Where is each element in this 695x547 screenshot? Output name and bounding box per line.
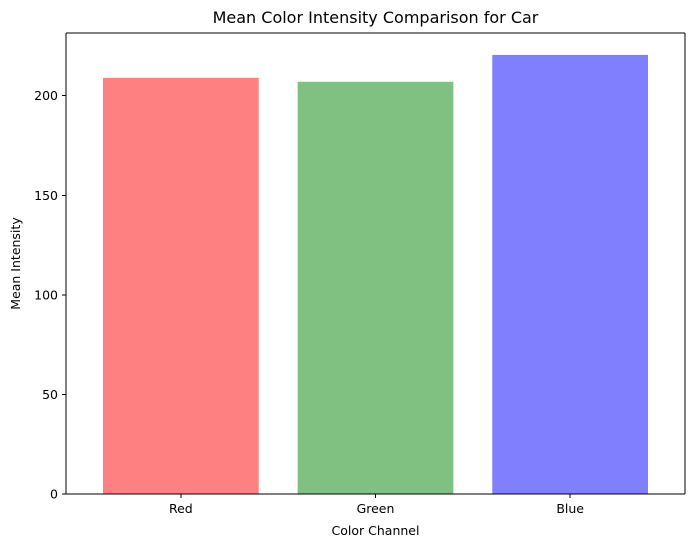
x-tick-label: Blue [556,501,584,516]
y-tick-label: 100 [34,287,58,302]
x-axis-label: Color Channel [332,523,420,538]
y-tick-label: 150 [34,188,58,203]
x-axis-ticks: Red Green Blue [169,494,584,516]
y-axis-label: Mean Intensity [8,217,23,310]
x-tick-label: Red [169,501,193,516]
bars-group [102,54,649,495]
y-axis-ticks: 0 50 100 150 200 [34,88,66,502]
y-tick-label: 200 [34,88,58,103]
bar-blue [492,54,649,495]
chart-title: Mean Color Intensity Comparison for Car [213,8,539,27]
x-tick-label: Green [357,501,395,516]
y-tick-label: 0 [50,487,58,502]
bar-green [297,81,454,494]
bar-red [102,77,259,494]
y-tick-label: 50 [42,387,58,402]
